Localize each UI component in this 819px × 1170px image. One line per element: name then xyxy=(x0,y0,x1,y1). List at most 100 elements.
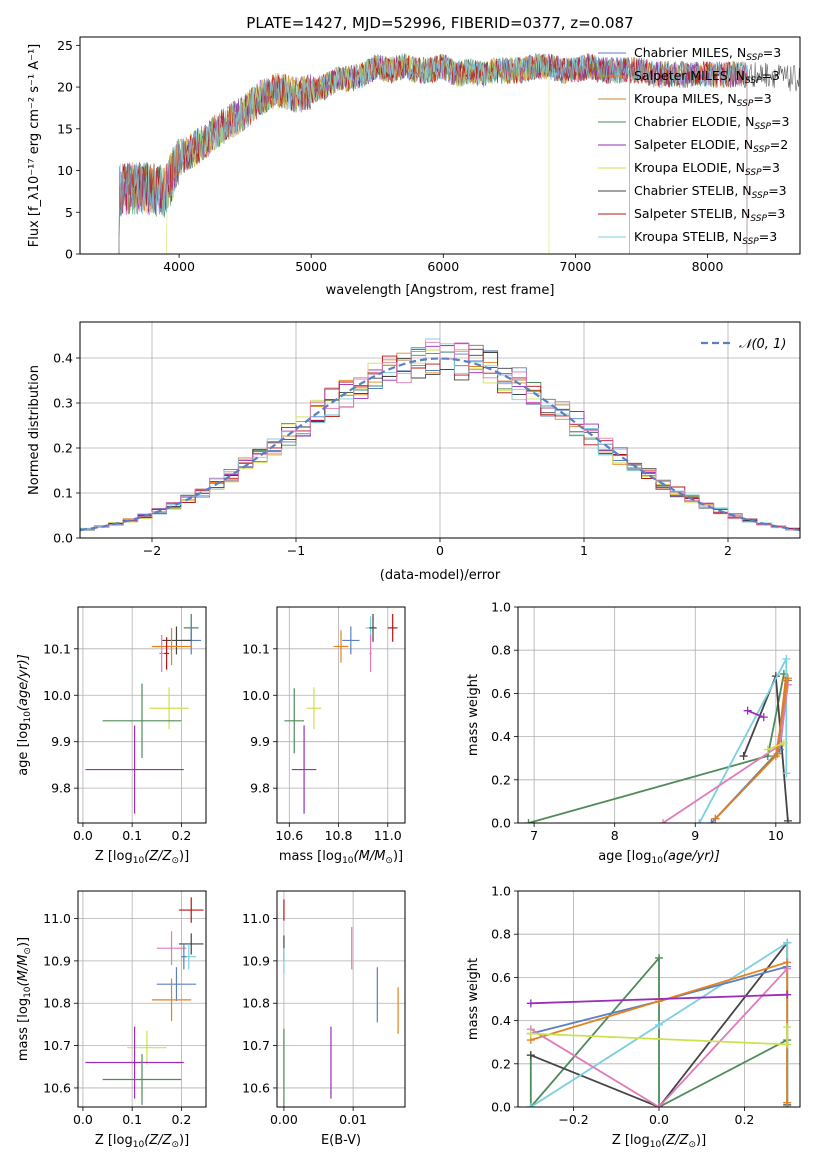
y-axis-label: mass weight xyxy=(466,958,481,1040)
legend-entry: Chabrier ELODIE, NSSP=3 xyxy=(634,114,789,132)
x-tick-label: −2 xyxy=(143,543,161,558)
legend-entry: Chabrier STELIB, NSSP=3 xyxy=(634,183,787,201)
legend-entry-tail: =3 xyxy=(771,114,789,129)
weight-marker xyxy=(782,654,791,663)
plot-area xyxy=(80,338,800,533)
x-axis-label-sub: 10 xyxy=(651,856,663,866)
legend-entry-main: Chabrier ELODIE, N xyxy=(634,114,754,129)
legend-entry-tail: =3 xyxy=(759,229,777,244)
x-axis-label-main: Z [log xyxy=(95,849,133,864)
axes-frame xyxy=(79,36,801,255)
weight-line xyxy=(747,709,765,719)
axes-spectrum: 4000 5000 6000 7000 8000 0 5 10 15 20 25 PLATE=1427… xyxy=(27,14,801,298)
weight-marker xyxy=(783,1040,792,1049)
legend-entry-sub: SSP xyxy=(742,237,759,247)
spectrum-line xyxy=(118,53,748,254)
weight-marker xyxy=(711,814,720,823)
legend-entry-sub: SSP xyxy=(745,168,762,178)
weight-line xyxy=(767,742,785,751)
y-tick-label: 9.8 xyxy=(51,781,71,796)
y-tick-label: 0 xyxy=(65,247,73,262)
y-axis-label-sub: 10 xyxy=(23,711,33,723)
errorbar-point xyxy=(159,634,165,673)
legend-entry-main: Kroupa STELIB, N xyxy=(634,229,742,244)
plot-area xyxy=(283,899,399,1107)
x-axis-label: Z [log10(Z/Z⊙)] xyxy=(612,1133,706,1150)
errorbar-point xyxy=(387,613,398,642)
legend-entry-tail: =3 xyxy=(762,160,780,175)
y-axis-label-sun: ⊙ xyxy=(23,947,33,955)
legend-entry-main: Chabrier STELIB, N xyxy=(634,183,752,198)
y-axis-label-tail: (age/yr)] xyxy=(16,654,31,711)
y-tick-label: 0.8 xyxy=(491,643,511,658)
y-axis-label-main: mass [log xyxy=(16,998,31,1061)
legend-entry-main: Kroupa MILES, N xyxy=(634,91,737,106)
x-tick-label: 0.01 xyxy=(339,1112,367,1127)
x-axis-label-main: mass [log xyxy=(279,849,342,864)
weight-line xyxy=(528,673,785,823)
weight-marker xyxy=(781,676,790,685)
plot-area xyxy=(118,53,800,254)
x-axis-label: mass [log10(M/M⊙)] xyxy=(279,849,403,866)
weight-marker xyxy=(783,990,792,999)
errorbar-point xyxy=(149,687,189,730)
x-axis-label-tail: (Z/Z xyxy=(661,1133,689,1148)
x-tick-label: 11.0 xyxy=(374,828,402,843)
x-tick-label: 0.00 xyxy=(270,1112,298,1127)
legend-entry-tail: =3 xyxy=(753,91,771,106)
y-tick-label: 0.2 xyxy=(53,441,73,456)
weight-marker xyxy=(773,749,782,758)
weight-marker xyxy=(655,1020,663,1029)
x-tick-label: 5000 xyxy=(295,259,327,274)
y-tick-label: 0.6 xyxy=(491,970,511,985)
x-axis-label: E(B-V) xyxy=(321,1133,361,1148)
plot-area xyxy=(85,897,204,1105)
errorbar-point xyxy=(178,897,204,923)
y-tick-label: 10.7 xyxy=(242,1038,270,1053)
axes-mass_vs_EBV: 0.00 0.01 10.6 10.7 10.8 10.9 11.0 E(B-V) xyxy=(242,890,406,1148)
weight-marker xyxy=(783,1098,792,1107)
legend-entry-main: Chabrier MILES, N xyxy=(634,45,746,60)
legend-entry-main: Salpeter ELODIE, N xyxy=(634,137,753,152)
axes-frame xyxy=(276,606,406,824)
x-axis-label-sun: ⊙ xyxy=(171,1140,179,1150)
y-tick-label: 20 xyxy=(57,80,73,95)
x-tick-label: 2 xyxy=(724,543,732,558)
y-tick-label: 0.3 xyxy=(53,396,73,411)
x-axis-label: Z [log10(Z/Z⊙)] xyxy=(95,1133,189,1150)
legend-entry-sub: SSP xyxy=(754,122,771,132)
y-tick-label: 0.1 xyxy=(53,486,73,501)
legend-entry-sub: SSP xyxy=(752,191,769,201)
x-tick-label: 8 xyxy=(611,828,619,843)
x-axis-label-sub: 10 xyxy=(342,856,354,866)
errorbar-point xyxy=(127,1030,167,1065)
errorbar-point xyxy=(369,613,377,642)
legend-entry: Chabrier MILES, NSSP=3 xyxy=(634,45,781,63)
plot-area xyxy=(284,613,398,814)
axes-frame xyxy=(77,606,207,824)
legend-entry-main: Salpeter STELIB, N xyxy=(634,206,750,221)
legend-entry: Salpeter STELIB, NSSP=3 xyxy=(634,206,785,224)
plot-area xyxy=(526,938,792,1107)
axes-frame xyxy=(276,890,406,1108)
x-axis-label-sub: 10 xyxy=(133,856,145,866)
x-axis-label-end: )] xyxy=(393,849,403,864)
weight-marker xyxy=(783,938,792,947)
weight-line xyxy=(662,684,789,823)
y-axis-label: Normed distribution xyxy=(27,365,42,495)
y-tick-label: 9.9 xyxy=(250,734,270,749)
weight-marker xyxy=(783,816,792,823)
y-axis-label-main: age [log xyxy=(16,723,31,776)
x-axis-label: Z [log10(Z/Z⊙)] xyxy=(95,849,189,866)
errorbar-point xyxy=(306,687,322,730)
legend-entry-sub: SSP xyxy=(753,145,770,155)
legend-entry-main: Salpeter MILES, N xyxy=(634,68,745,83)
y-tick-label: 1.0 xyxy=(491,600,511,615)
x-tick-label: 10.8 xyxy=(325,828,353,843)
axes-mass_weight_vs_Z: −0.2 0.0 0.2 0.0 0.2 0.4 0.6 0.8 1.0 Z [log10(Z/Z… xyxy=(466,884,801,1150)
y-tick-label: 10 xyxy=(57,163,73,178)
y-tick-label: 0.0 xyxy=(491,816,511,831)
x-axis-label-sub: 10 xyxy=(133,1140,145,1150)
